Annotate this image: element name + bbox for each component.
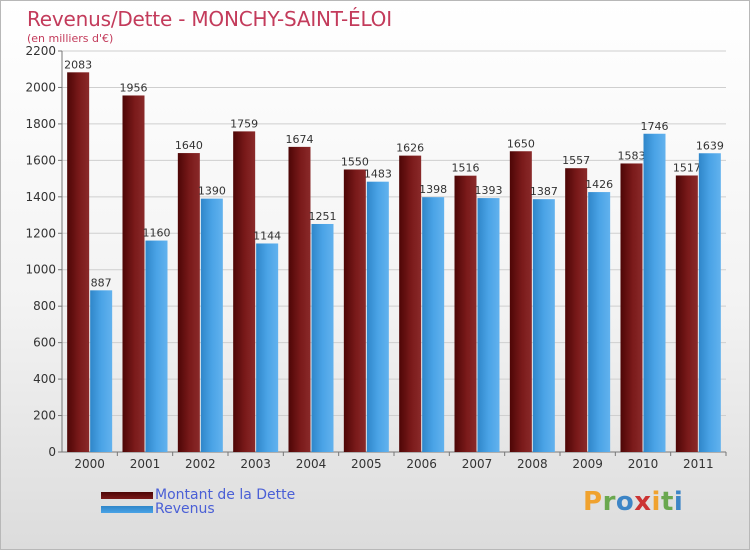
legend-item-dette: Montant de la Dette [101, 488, 295, 502]
x-tick-label: 2010 [628, 457, 659, 471]
y-tick-label: 1600 [25, 153, 56, 167]
y-tick-label: 200 [33, 409, 56, 423]
bar-dette [177, 153, 200, 452]
logo-letter: t [660, 487, 674, 517]
data-label-dette: 1583 [618, 149, 646, 162]
data-label-dette: 1956 [120, 81, 148, 94]
logo-letter: r [602, 487, 616, 517]
legend-label-revenus: Revenus [155, 501, 215, 517]
y-tick-label: 800 [33, 299, 56, 313]
bar-dette [675, 175, 698, 452]
logo-letter: o [615, 487, 635, 517]
bar-revenus [90, 290, 113, 452]
y-tick-label: 1200 [25, 226, 56, 240]
y-tick-label: 1000 [25, 263, 56, 277]
x-tick-label: 2009 [572, 457, 603, 471]
y-tick-label: 2000 [25, 80, 56, 94]
data-label-revenus: 1393 [475, 184, 503, 197]
chart-title: Revenus/Dette - MONCHY-SAINT-ÉLOI [27, 7, 392, 31]
proxiti-logo: Proxiti [583, 487, 683, 517]
x-tick-label: 2007 [462, 457, 493, 471]
data-label-revenus: 1251 [309, 210, 337, 223]
data-label-revenus: 1746 [641, 120, 669, 133]
chart-subtitle: (en milliers d'€) [27, 32, 114, 45]
y-tick-label: 600 [33, 336, 56, 350]
bar-dette [509, 151, 532, 452]
bar-revenus [477, 198, 500, 452]
y-tick-label: 400 [33, 372, 56, 386]
bar-revenus [422, 197, 445, 452]
logo-letter: P [583, 487, 603, 517]
bar-revenus [588, 192, 611, 452]
x-tick-label: 2002 [185, 457, 216, 471]
bar-revenus [145, 240, 168, 452]
logo-letter: x [634, 487, 652, 517]
data-label-dette: 1650 [507, 137, 535, 150]
logo-letter: i [673, 487, 684, 517]
x-tick-label: 2003 [240, 457, 271, 471]
legend-item-revenus: Revenus [101, 502, 295, 516]
data-label-dette: 2083 [64, 58, 92, 71]
bar-dette [233, 131, 256, 453]
y-tick-label: 0 [48, 445, 56, 459]
x-tick-label: 2011 [683, 457, 714, 471]
bar-dette [343, 169, 366, 452]
bar-revenus [200, 198, 223, 452]
x-tick-label: 2001 [130, 457, 161, 471]
y-tick-label: 1800 [25, 117, 56, 131]
data-label-dette: 1557 [562, 154, 590, 167]
data-label-revenus: 1426 [585, 178, 613, 191]
bar-dette [565, 168, 588, 453]
x-tick-label: 2000 [74, 457, 105, 471]
x-tick-label: 2005 [351, 457, 382, 471]
bar-revenus [643, 133, 666, 452]
bar-dette [67, 72, 90, 452]
data-label-revenus: 1483 [364, 168, 392, 181]
bar-revenus [698, 153, 721, 452]
data-label-dette: 1626 [396, 142, 424, 155]
bar-revenus [366, 181, 389, 452]
data-label-dette: 1640 [175, 139, 203, 152]
x-tick-label: 2004 [296, 457, 327, 471]
bar-dette [620, 163, 643, 452]
bar-revenus [532, 199, 555, 452]
data-label-revenus: 1398 [419, 183, 447, 196]
data-label-revenus: 1144 [253, 229, 281, 242]
legend: Montant de la Dette Revenus [101, 488, 295, 516]
data-label-revenus: 1160 [143, 227, 171, 240]
data-label-dette: 1674 [286, 133, 314, 146]
bar-dette [454, 175, 477, 452]
data-label-dette: 1550 [341, 155, 369, 168]
y-tick-label: 2200 [25, 44, 56, 58]
data-label-revenus: 1390 [198, 185, 226, 198]
data-label-revenus: 1387 [530, 185, 558, 198]
data-label-dette: 1517 [673, 161, 701, 174]
data-label-dette: 1759 [230, 117, 258, 130]
x-tick-label: 2008 [517, 457, 548, 471]
x-tick-label: 2006 [406, 457, 437, 471]
y-tick-label: 1400 [25, 190, 56, 204]
legend-label-dette: Montant de la Dette [155, 487, 296, 503]
legend-swatch-dette [101, 491, 153, 499]
bar-dette [399, 155, 422, 452]
bar-revenus [311, 223, 334, 452]
data-label-dette: 1516 [452, 162, 480, 175]
data-label-revenus: 887 [91, 276, 112, 289]
logo-letter: i [651, 487, 661, 517]
data-label-revenus: 1639 [696, 139, 724, 152]
bar-dette [122, 95, 145, 452]
bar-revenus [256, 243, 279, 452]
bar-dette [288, 146, 311, 452]
legend-swatch-revenus [101, 505, 153, 513]
